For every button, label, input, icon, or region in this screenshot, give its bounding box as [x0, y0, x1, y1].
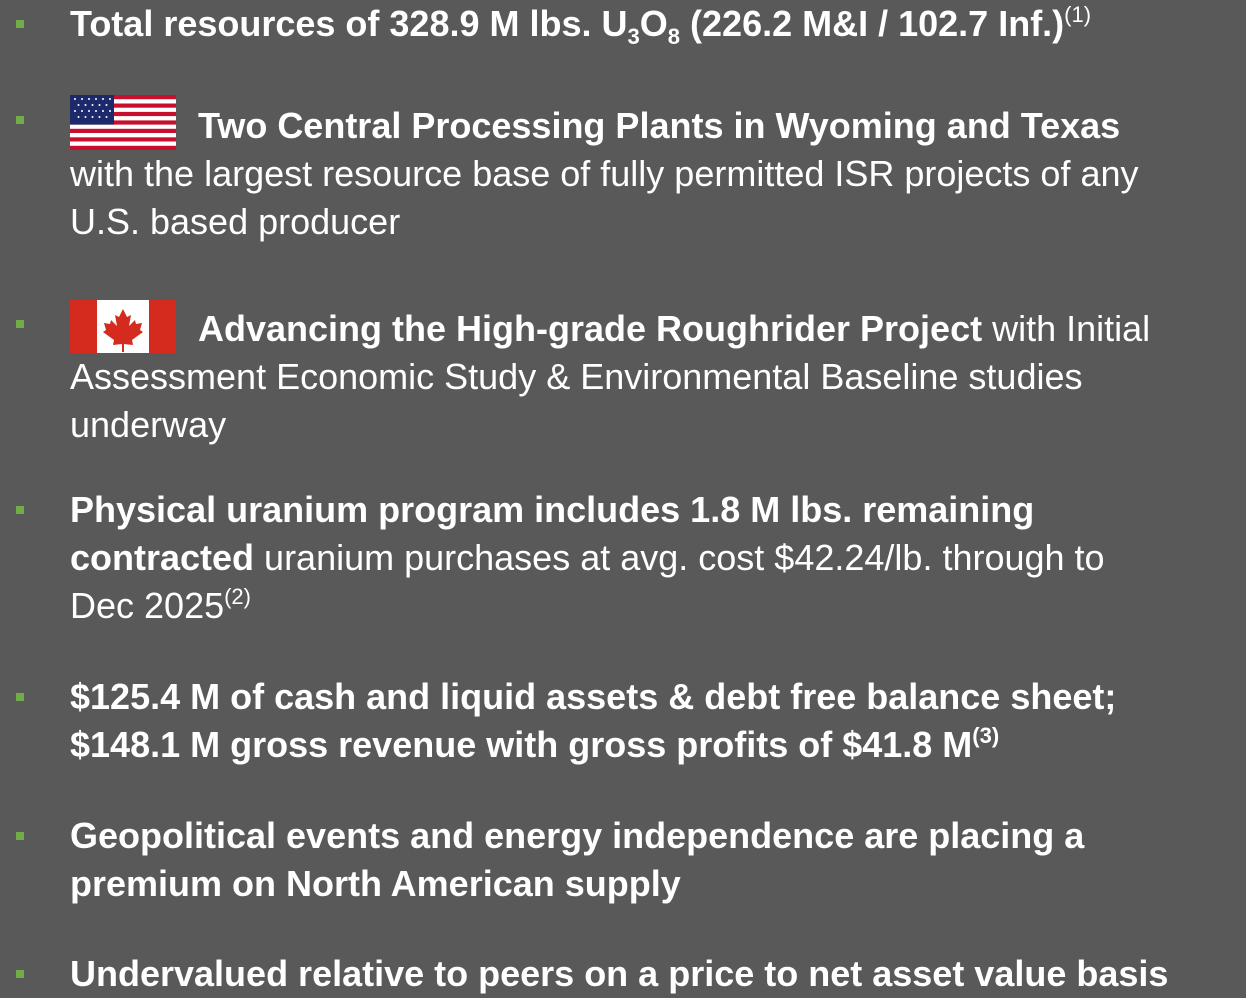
subscript: 8: [667, 24, 681, 49]
footnote: (1): [1064, 2, 1092, 27]
text: premium on North American supply: [70, 863, 681, 904]
text: underway: [70, 404, 227, 445]
bullet: [16, 320, 24, 328]
subscript: 3: [627, 24, 640, 49]
footnote: (2): [224, 584, 251, 609]
text: Dec 2025: [70, 585, 225, 626]
text: Geopolitical events and energy independe…: [70, 815, 1085, 856]
text: with Initial: [982, 308, 1151, 349]
text: Undervalued relative to peers on a price…: [70, 953, 1169, 994]
text: with the largest resource base of fully …: [70, 153, 1139, 194]
bullet: [16, 693, 24, 701]
text: O: [639, 3, 668, 44]
text: Physical uranium program includes 1.8 M …: [70, 489, 1035, 530]
text: uranium purchases at avg. cost $42.24/lb…: [254, 537, 1105, 578]
canada-flag: [70, 300, 176, 353]
text: Total resources of 328.9 M lbs. U: [70, 3, 628, 44]
footnote: (3): [972, 723, 1000, 748]
text: $148.1 M gross revenue with gross profit…: [70, 724, 973, 765]
text: contracted: [70, 537, 255, 578]
bullet-text: Total resources of 328.9 M lbs. U3O8 (22…: [70, 0, 1091, 48]
bullet-text: Geopolitical events and energy independe…: [70, 812, 1084, 908]
text: U.S. based producer: [70, 201, 401, 242]
bullet: [16, 832, 24, 840]
bullet-text: Two Central Processing Plants in Wyoming…: [70, 95, 1139, 246]
us-flag: [70, 95, 176, 150]
bullet-text: Advancing the High-grade Roughrider Proj…: [70, 300, 1150, 449]
text: (226.2 M&I / 102.7 Inf.): [680, 3, 1065, 44]
bullet-text: $125.4 M of cash and liquid assets & deb…: [70, 673, 1116, 769]
bullet: [16, 116, 24, 124]
bullet: [16, 970, 24, 978]
bullet-text: Undervalued relative to peers on a price…: [70, 950, 1168, 998]
text: $125.4 M of cash and liquid assets & deb…: [70, 676, 1117, 717]
text: Assessment Economic Study & Environmenta…: [70, 356, 1083, 397]
bullet-text: Physical uranium program includes 1.8 M …: [70, 486, 1105, 630]
bullet: [16, 506, 24, 514]
bullet: [16, 20, 24, 28]
heading: Advancing the High-grade Roughrider Proj…: [198, 308, 983, 349]
heading: Two Central Processing Plants in Wyoming…: [198, 105, 1121, 146]
